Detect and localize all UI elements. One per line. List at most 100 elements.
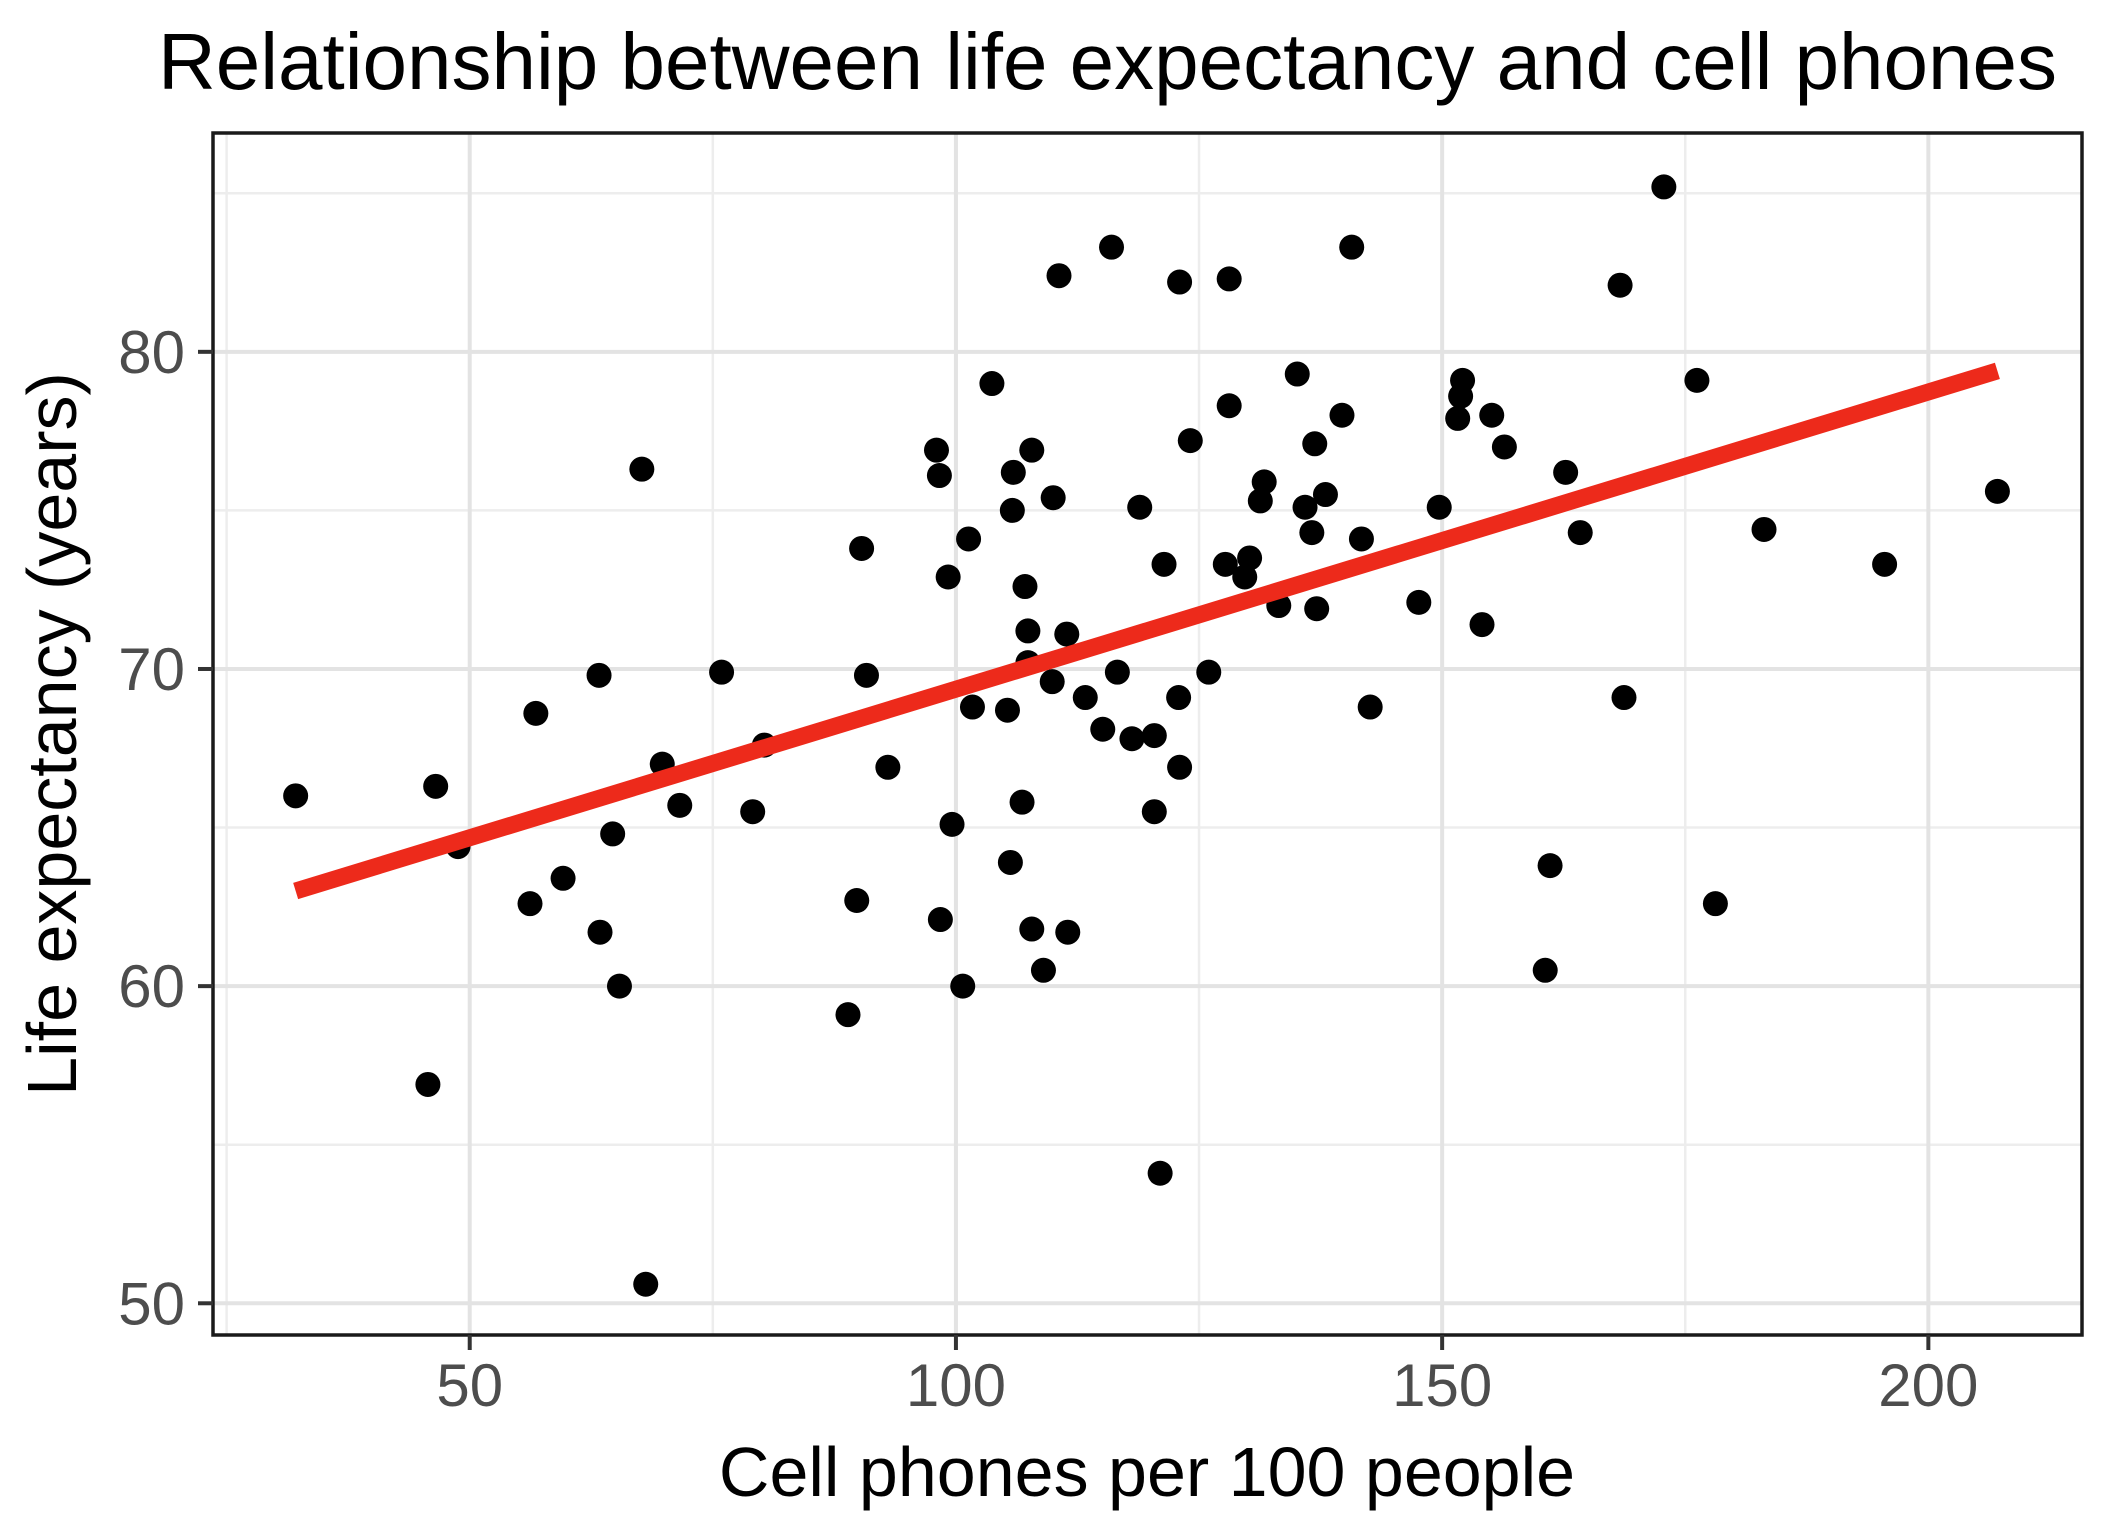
data-point bbox=[600, 821, 626, 847]
data-point bbox=[1147, 1160, 1173, 1186]
data-point bbox=[927, 907, 953, 933]
data-point bbox=[523, 700, 549, 726]
data-point bbox=[853, 662, 879, 688]
trend-line bbox=[293, 362, 2000, 900]
data-point bbox=[1651, 174, 1677, 200]
data-point bbox=[1177, 428, 1203, 454]
data-point bbox=[423, 773, 449, 799]
data-point bbox=[1299, 520, 1325, 546]
data-point bbox=[1302, 431, 1328, 457]
data-point bbox=[1537, 853, 1563, 879]
data-point bbox=[999, 497, 1025, 523]
data-point bbox=[587, 919, 613, 945]
data-point bbox=[1000, 459, 1026, 485]
y-tick-label: 70 bbox=[118, 636, 185, 703]
data-point bbox=[1127, 494, 1153, 520]
data-point bbox=[1119, 726, 1145, 752]
data-point bbox=[1251, 469, 1277, 495]
data-point bbox=[1445, 405, 1471, 431]
x-tick-label: 200 bbox=[1878, 1352, 1978, 1419]
data-point bbox=[550, 865, 576, 891]
x-tick-label: 50 bbox=[436, 1352, 503, 1419]
data-point bbox=[1329, 402, 1355, 428]
data-point bbox=[586, 662, 612, 688]
data-point bbox=[709, 659, 735, 685]
data-point bbox=[1567, 520, 1593, 546]
x-axis-title: Cell phones per 100 people bbox=[718, 1433, 1576, 1511]
data-point bbox=[1479, 402, 1505, 428]
data-point bbox=[1247, 488, 1273, 514]
data-point bbox=[1090, 716, 1116, 742]
data-point bbox=[1015, 618, 1041, 644]
data-point bbox=[956, 526, 982, 552]
data-point bbox=[950, 973, 976, 999]
data-point bbox=[1012, 574, 1038, 600]
data-point bbox=[1212, 551, 1238, 577]
data-point bbox=[1141, 723, 1167, 749]
data-point bbox=[283, 783, 309, 809]
data-point bbox=[1009, 789, 1035, 815]
data-point bbox=[1019, 437, 1045, 463]
data-point bbox=[1167, 754, 1193, 780]
data-point bbox=[415, 1071, 441, 1097]
data-point bbox=[1039, 669, 1065, 695]
data-point bbox=[1232, 564, 1258, 590]
data-point bbox=[740, 799, 766, 825]
data-point bbox=[997, 849, 1023, 875]
data-point bbox=[629, 456, 655, 482]
data-point bbox=[935, 564, 961, 590]
x-tick-label: 150 bbox=[1392, 1352, 1492, 1419]
data-point bbox=[1304, 596, 1330, 622]
data-point bbox=[1141, 799, 1167, 825]
data-point bbox=[1312, 482, 1338, 508]
data-point bbox=[923, 437, 949, 463]
data-point bbox=[1357, 694, 1383, 720]
data-point bbox=[1684, 367, 1710, 393]
data-point bbox=[835, 1002, 861, 1028]
data-point bbox=[1196, 659, 1222, 685]
data-point bbox=[1984, 478, 2010, 504]
data-point bbox=[1151, 551, 1177, 577]
data-point bbox=[1284, 361, 1310, 387]
data-point bbox=[633, 1271, 659, 1297]
data-point bbox=[844, 888, 870, 914]
y-tick-label: 80 bbox=[118, 319, 185, 386]
chart-title: Relationship between life expectancy and… bbox=[158, 17, 2058, 106]
data-point bbox=[1046, 263, 1072, 289]
y-tick-label: 50 bbox=[118, 1270, 185, 1337]
data-point bbox=[979, 371, 1005, 397]
data-point bbox=[1054, 621, 1080, 647]
x-tick-label: 100 bbox=[906, 1352, 1006, 1419]
data-point bbox=[1166, 685, 1192, 711]
data-point bbox=[849, 535, 875, 561]
data-point bbox=[1055, 919, 1081, 945]
data-point bbox=[1019, 916, 1045, 942]
data-point bbox=[667, 792, 693, 818]
data-point bbox=[1426, 494, 1452, 520]
data-point bbox=[1607, 272, 1633, 298]
data-point bbox=[1611, 685, 1637, 711]
data-point bbox=[1104, 659, 1130, 685]
y-tick-label: 60 bbox=[118, 953, 185, 1020]
data-point bbox=[1099, 234, 1125, 260]
y-axis-title: Life expectancy (years) bbox=[13, 372, 91, 1096]
data-point bbox=[1292, 494, 1318, 520]
data-point bbox=[606, 973, 632, 999]
data-point bbox=[1348, 526, 1374, 552]
data-point bbox=[1040, 485, 1066, 511]
data-point bbox=[1553, 459, 1579, 485]
data-point bbox=[1469, 612, 1495, 638]
data-point bbox=[1237, 545, 1263, 571]
data-point bbox=[1491, 434, 1517, 460]
data-point bbox=[1448, 383, 1474, 409]
data-point bbox=[1406, 589, 1432, 615]
data-point bbox=[1216, 266, 1242, 292]
data-point bbox=[1751, 516, 1777, 542]
data-point bbox=[875, 754, 901, 780]
data-point bbox=[1216, 393, 1242, 419]
data-point bbox=[926, 463, 952, 489]
data-point bbox=[1702, 891, 1728, 917]
data-point bbox=[1167, 269, 1193, 295]
